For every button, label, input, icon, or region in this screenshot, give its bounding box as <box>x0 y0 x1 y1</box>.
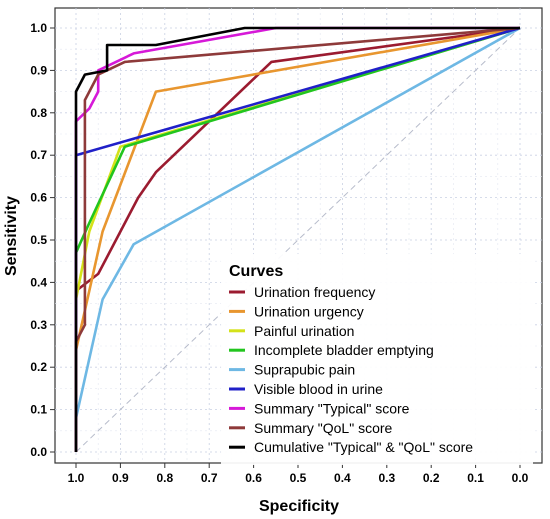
x-axis-ticks: 1.0 0.9 0.8 0.7 0.6 0.5 0.4 0.3 0.2 0.1 0.0 <box>68 463 529 485</box>
y-tick-label: 0.0 <box>30 445 47 459</box>
y-tick-label: 0.7 <box>30 148 47 162</box>
y-tick-label: 0.9 <box>30 63 47 77</box>
y-axis-ticks: 0.0 0.1 0.2 0.3 0.4 0.5 0.6 0.7 0.8 0.9 1.0 <box>30 21 55 459</box>
legend-item: Summary "QoL" score <box>229 420 393 436</box>
legend-label: Visible blood in urine <box>254 381 383 397</box>
legend-label: Painful urination <box>254 323 354 339</box>
series-line-7 <box>74 26 520 452</box>
legend-item: Incomplete bladder emptying <box>229 342 434 358</box>
series-layer <box>74 26 521 452</box>
x-tick-label: 0.1 <box>467 471 484 485</box>
legend-label: Urination urgency <box>254 303 364 319</box>
y-tick-label: 1.0 <box>30 21 47 35</box>
legend-label: Urination frequency <box>254 284 375 300</box>
y-axis-title: Sensitivity <box>3 196 20 276</box>
legend-item: Visible blood in urine <box>229 381 383 397</box>
x-tick-label: 1.0 <box>68 471 85 485</box>
legend-label: Summary "Typical" score <box>254 400 410 416</box>
x-tick-label: 0.7 <box>201 471 218 485</box>
legend-item: Painful urination <box>229 323 354 339</box>
y-tick-label: 0.4 <box>30 275 47 289</box>
y-tick-label: 0.5 <box>30 233 47 247</box>
y-tick-label: 0.2 <box>30 360 47 374</box>
x-tick-label: 0.3 <box>378 471 395 485</box>
x-tick-label: 0.0 <box>512 471 529 485</box>
y-tick-label: 0.8 <box>30 106 47 120</box>
legend: Curves Urination frequency Urination urge… <box>221 254 533 465</box>
x-tick-label: 0.4 <box>334 471 351 485</box>
legend-items: Urination frequency Urination urgency Pain… <box>229 284 473 455</box>
legend-label: Suprapubic pain <box>254 362 355 378</box>
x-tick-label: 0.5 <box>290 471 307 485</box>
x-tick-label: 0.8 <box>156 471 173 485</box>
y-tick-label: 0.1 <box>30 403 47 417</box>
legend-item: Suprapubic pain <box>229 362 355 378</box>
legend-item: Urination urgency <box>229 303 364 319</box>
legend-item: Cumulative "Typical" & "QoL" score <box>229 439 473 455</box>
legend-label: Cumulative "Typical" & "QoL" score <box>254 439 473 455</box>
y-tick-label: 0.6 <box>30 191 47 205</box>
x-tick-label: 0.6 <box>245 471 262 485</box>
y-tick-label: 0.3 <box>30 318 47 332</box>
legend-title: Curves <box>229 263 283 280</box>
legend-label: Summary "QoL" score <box>254 420 393 436</box>
x-tick-label: 0.9 <box>112 471 129 485</box>
x-axis-title: Specificity <box>259 498 339 515</box>
diagonal-reference-line <box>75 27 521 453</box>
series-line-9 <box>74 26 520 452</box>
legend-item: Summary "Typical" score <box>229 400 410 416</box>
legend-box <box>221 254 533 465</box>
legend-label: Incomplete bladder emptying <box>254 342 434 358</box>
legend-item: Urination frequency <box>229 284 375 300</box>
x-tick-label: 0.2 <box>423 471 440 485</box>
